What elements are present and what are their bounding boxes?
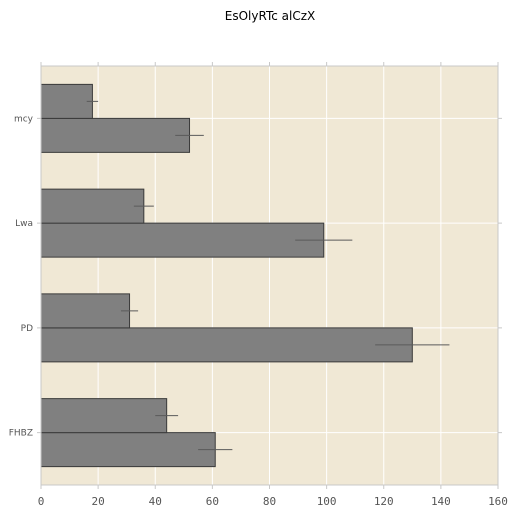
- y-tick-label-Lwa: Lwa: [15, 219, 33, 229]
- y-tick-label-mcy: mcy: [14, 114, 34, 124]
- x-tick-label: 140: [431, 495, 451, 508]
- bar-Lwa-series-1: [40, 222, 325, 258]
- bar-FHBZ-series-2: [40, 398, 168, 434]
- y-tick-label-PD: PD: [21, 324, 33, 334]
- x-tick-label: 60: [206, 495, 219, 508]
- x-tick-label: 100: [317, 495, 337, 508]
- x-tick-label: 40: [149, 495, 162, 508]
- chart-title: EsOlyRTc alCzX: [225, 9, 315, 23]
- error-bars: [86, 100, 450, 451]
- tick-labels: 0 20 40 60 80 100 120 140 160 FHBZ PD Lwa mcy: [9, 114, 508, 508]
- bar-FHBZ-series-1: [40, 432, 216, 468]
- y-tick-label-FHBZ: FHBZ: [9, 429, 33, 439]
- x-tick-label: 20: [92, 495, 105, 508]
- axes: [37, 62, 502, 489]
- x-tick-label: 80: [263, 495, 276, 508]
- bar-mcy-series-1: [40, 117, 191, 153]
- bars: [40, 83, 413, 468]
- x-tick-label: 120: [374, 495, 394, 508]
- bar-PD-series-2: [40, 293, 131, 329]
- bar-PD-series-1: [40, 327, 413, 363]
- bar-mcy-series-2: [40, 83, 93, 119]
- bar-Lwa-series-2: [40, 188, 145, 224]
- x-tick-label: 0: [38, 495, 45, 508]
- x-tick-label: 160: [488, 495, 508, 508]
